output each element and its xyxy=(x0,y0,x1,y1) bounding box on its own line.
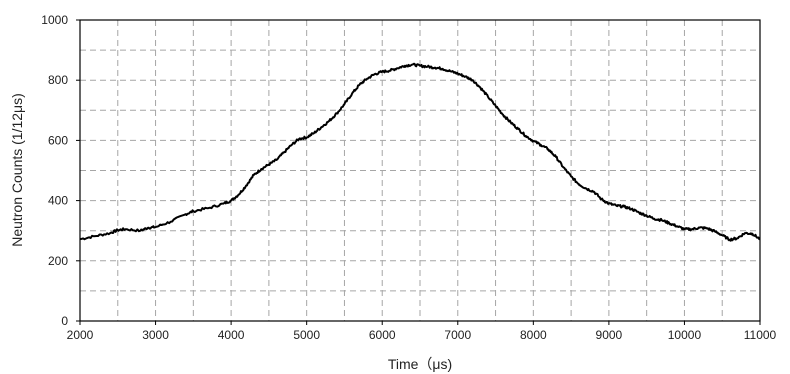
y-tick-label: 200 xyxy=(48,254,68,268)
x-axis-label: Time（μs) xyxy=(388,356,452,372)
x-tick-label: 8000 xyxy=(520,328,547,342)
y-tick-label: 0 xyxy=(61,314,68,328)
series-line-0 xyxy=(79,62,761,242)
x-tick-label: 4000 xyxy=(218,328,245,342)
x-tick-label: 5000 xyxy=(293,328,320,342)
x-tick-label: 7000 xyxy=(444,328,471,342)
grid-lines xyxy=(80,20,760,321)
x-tick-label: 9000 xyxy=(596,328,623,342)
y-tick-label: 400 xyxy=(48,194,68,208)
x-tick-label: 3000 xyxy=(142,328,169,342)
x-tick-label: 10000 xyxy=(668,328,702,342)
series-group xyxy=(79,62,761,242)
x-tick-label: 6000 xyxy=(369,328,396,342)
y-tick-label: 1000 xyxy=(41,13,68,27)
y-tick-label: 600 xyxy=(48,133,68,147)
plot-frame xyxy=(79,19,761,322)
x-tick-label: 11000 xyxy=(744,328,777,342)
y-axis-label: Neutron Counts (1/12μs) xyxy=(9,93,25,247)
x-tick-label: 2000 xyxy=(67,328,94,342)
y-tick-label: 800 xyxy=(48,73,68,87)
tick-labels: 2000 3000 4000 5000 6000 7000 8000 9000 10000 110… xyxy=(41,13,776,342)
